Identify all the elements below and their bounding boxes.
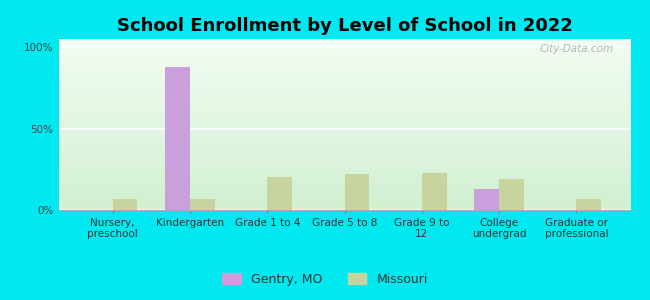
Legend: Gentry, MO, Missouri: Gentry, MO, Missouri [217, 268, 433, 291]
Title: School Enrollment by Level of School in 2022: School Enrollment by Level of School in … [116, 17, 573, 35]
Bar [190, 199, 214, 210]
Bar [267, 177, 292, 210]
Bar [577, 199, 601, 210]
Bar [422, 172, 447, 210]
Bar [499, 179, 524, 210]
Bar [112, 199, 137, 210]
Bar [474, 189, 499, 210]
Bar [165, 67, 190, 210]
Bar [344, 174, 369, 210]
Text: City-Data.com: City-Data.com [540, 44, 614, 54]
